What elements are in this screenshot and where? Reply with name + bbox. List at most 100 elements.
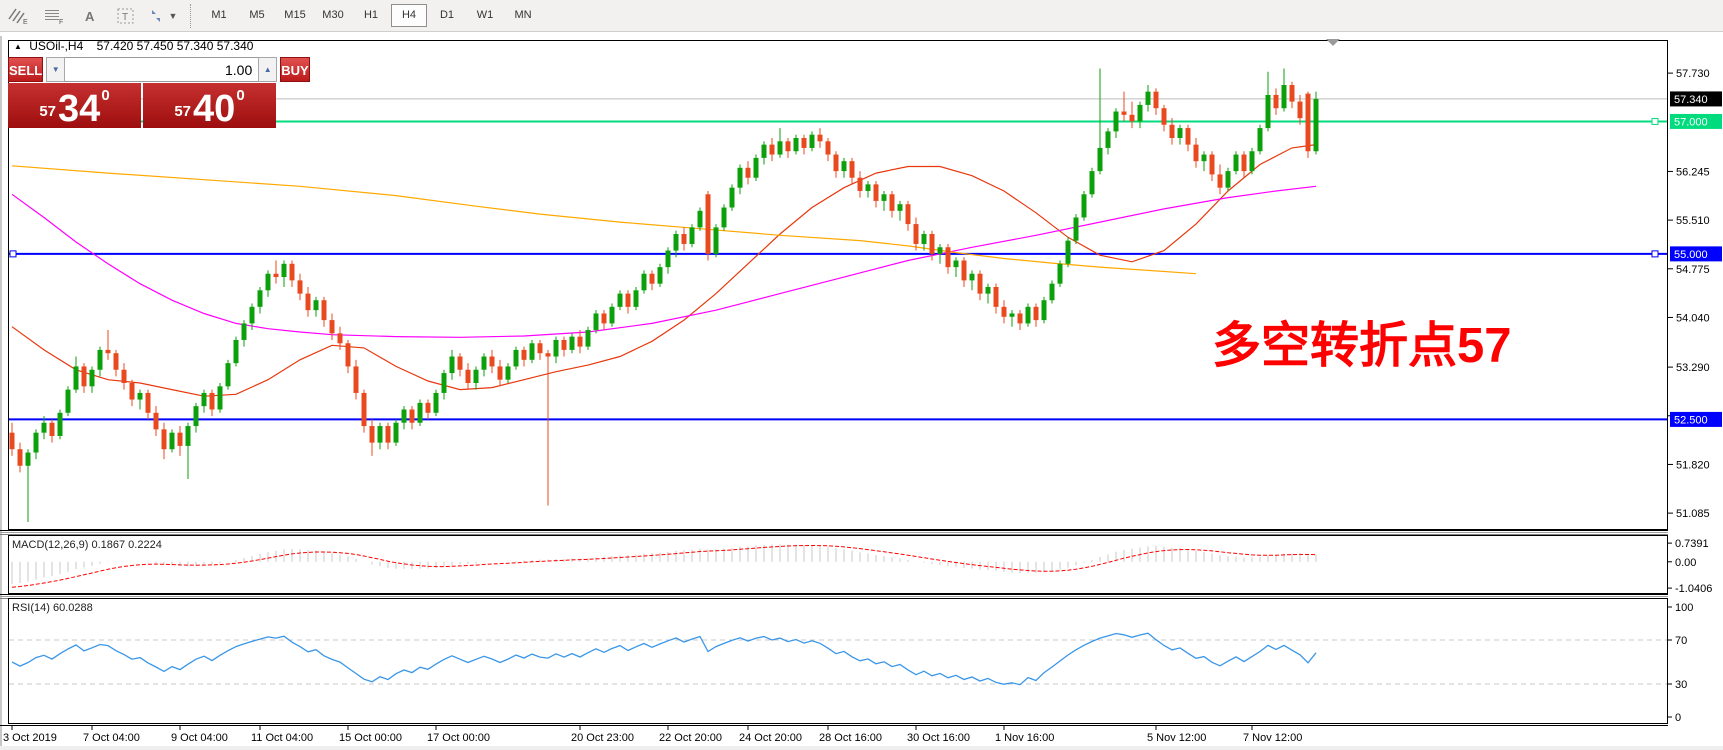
candle-body	[1313, 98, 1319, 152]
volume-increase-button[interactable]: ▲	[258, 57, 278, 82]
status-strip	[0, 746, 1723, 750]
sell-button[interactable]: SELL	[8, 57, 44, 82]
candle-body	[9, 432, 15, 450]
sell-price-button[interactable]: 57 34 0	[8, 83, 141, 128]
toolbar-separator	[190, 3, 192, 28]
candle-body	[873, 184, 879, 201]
text-label-icon[interactable]: A	[72, 3, 108, 29]
candle-body	[1001, 306, 1007, 317]
timeframe-m5[interactable]: M5	[249, 9, 265, 21]
timeframe-d1[interactable]: D1	[439, 9, 455, 21]
candle-body	[769, 144, 775, 155]
candle-body	[753, 157, 759, 178]
arrange-objects-icon[interactable]: ▼	[144, 3, 180, 29]
axis-badge-label: 52.500	[1674, 414, 1708, 426]
candle-body	[1113, 111, 1119, 132]
axis-label: 0	[1675, 712, 1681, 724]
timeframe-h4[interactable]: H4	[391, 4, 427, 27]
hline-55-000-handle[interactable]	[1651, 250, 1659, 258]
volume-decrease-button[interactable]: ▼	[46, 57, 66, 82]
candle-body	[249, 306, 255, 324]
candle-body	[801, 138, 807, 148]
candle-body	[265, 273, 271, 291]
buy-button[interactable]: BUY	[280, 57, 310, 82]
candle-body	[353, 366, 359, 393]
candle-body	[977, 273, 983, 294]
timeframe-m1[interactable]: M1	[211, 9, 227, 21]
candle-body	[1025, 306, 1031, 324]
candle-body	[673, 234, 679, 251]
timeframe-m15[interactable]: M15	[284, 9, 306, 21]
candle-body	[185, 426, 191, 446]
date-label: 7 Oct 04:00	[83, 732, 140, 744]
buy-price-button[interactable]: 57 40 0	[143, 83, 276, 128]
timeframe-mn[interactable]: MN	[514, 9, 532, 21]
candle-body	[817, 134, 823, 142]
grid-pattern-icon[interactable]: F	[36, 3, 72, 29]
candle-body	[809, 134, 815, 148]
timeframe-m30[interactable]: M30	[322, 9, 344, 21]
candle-body	[121, 369, 127, 383]
candle-body	[137, 392, 143, 400]
candle-body	[537, 343, 543, 354]
axis-price-badge	[1670, 113, 1722, 129]
candle-body	[489, 356, 495, 367]
macd-signal-line	[11, 544, 1317, 588]
candle-body	[633, 290, 639, 307]
candle-body	[1049, 283, 1055, 301]
candle-body	[505, 366, 511, 380]
svg-text:A: A	[85, 9, 95, 24]
date-label: 11 Oct 04:00	[251, 732, 313, 744]
scroll-end-marker-icon[interactable]	[1326, 39, 1340, 46]
date-label: 22 Oct 20:00	[659, 732, 722, 744]
ma-fast-red	[11, 144, 1317, 397]
candle-body	[745, 167, 751, 178]
candle-body	[377, 426, 383, 443]
hline-55-000-handle[interactable]	[9, 250, 17, 258]
candle-body	[569, 336, 575, 350]
candle-body	[761, 144, 767, 158]
text-box-icon[interactable]: T	[108, 3, 144, 29]
candle-body	[225, 363, 231, 387]
candle-body	[609, 306, 615, 324]
candle-body	[785, 141, 791, 152]
candle-body	[49, 422, 55, 436]
volume-input[interactable]	[65, 57, 259, 82]
macd-panel-frame	[8, 535, 1668, 594]
candle-body	[153, 412, 159, 430]
candle-body	[1185, 128, 1191, 145]
candle-body	[993, 286, 999, 307]
candle-body	[1073, 217, 1079, 241]
dropdown-caret-icon[interactable]: ▼	[168, 10, 178, 21]
chart-title: ▲ USOil-,H4 57.420 57.450 57.340 57.340	[14, 39, 253, 53]
candle-body	[297, 280, 303, 294]
sell-price-point: 0	[101, 87, 110, 104]
collapse-triangle-icon[interactable]: ▲	[14, 42, 22, 51]
candle-body	[585, 330, 591, 347]
candle-body	[81, 366, 87, 387]
candle-body	[969, 273, 975, 281]
indicator-pattern-icon[interactable]: E	[0, 3, 36, 29]
axis-label: -1.0406	[1675, 583, 1712, 595]
candle-body	[321, 300, 327, 321]
candle-body	[593, 313, 599, 331]
date-axis[interactable]: 3 Oct 2019 7 Oct 04:00 9 Oct 04:00 11 Oct 0…	[3, 726, 1302, 744]
candle-body	[441, 373, 447, 393]
timeframe-w1[interactable]: W1	[476, 9, 494, 21]
candle-body	[697, 210, 703, 228]
candle-body	[273, 273, 279, 278]
candle-body	[641, 273, 647, 291]
macd-axis[interactable]: 0.7391 0.00 -1.0406	[1668, 538, 1712, 595]
timeframe-h1[interactable]: H1	[363, 9, 379, 21]
candle-body	[961, 260, 967, 281]
candle-body	[617, 293, 623, 307]
annotation-text[interactable]: 多空转折点57	[1212, 319, 1512, 373]
candle-body	[369, 426, 375, 443]
price-axis[interactable]: 57.730 56.245 55.510 54.775 54.040 53.290 52.5…	[1668, 68, 1722, 520]
candle-body	[529, 343, 535, 360]
hline-57-000-handle[interactable]	[1651, 117, 1659, 125]
candle-body	[433, 392, 439, 413]
rsi-axis[interactable]: 100 70 30 0	[1668, 602, 1693, 724]
